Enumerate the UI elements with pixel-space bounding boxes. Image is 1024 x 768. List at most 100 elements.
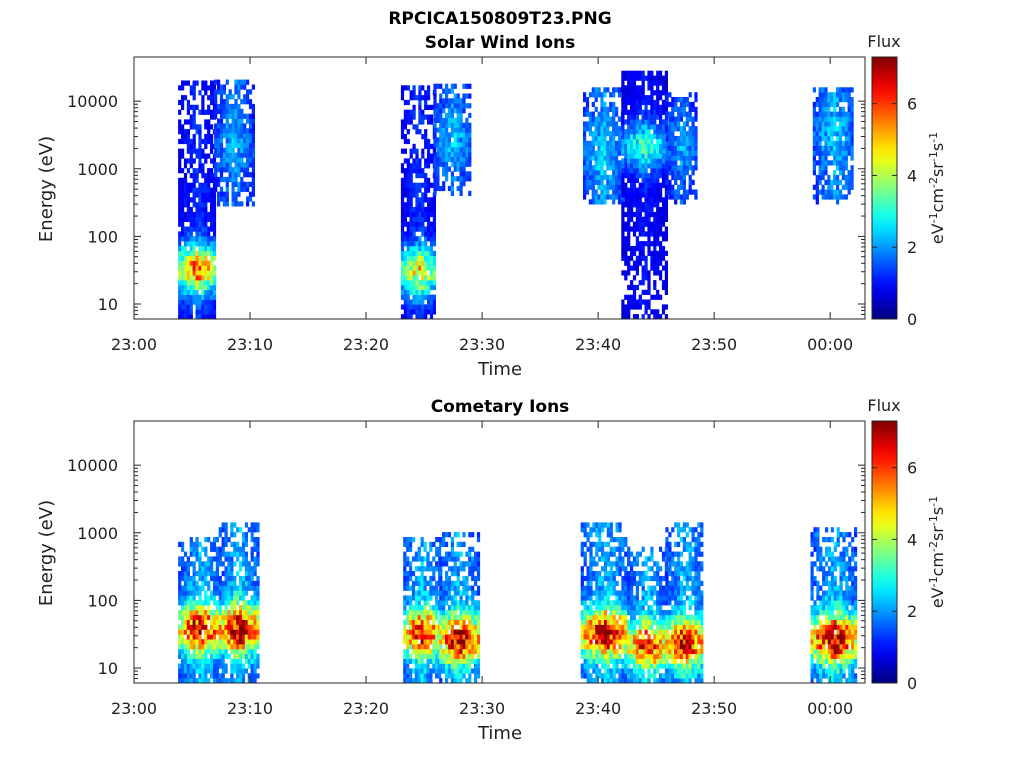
heatmap-cell [181, 197, 185, 203]
heatmap-cell [447, 575, 452, 582]
heatmap-cell [221, 571, 225, 577]
heatmap-cell [403, 221, 407, 227]
heatmap-cell [192, 280, 196, 286]
heatmap-cell [181, 614, 185, 620]
heatmap-cell [644, 653, 648, 659]
heatmap-cell [240, 147, 244, 153]
heatmap-cell [601, 644, 605, 650]
heatmap-cell [465, 653, 469, 659]
heatmap-cell [186, 275, 190, 281]
heatmap-cell [256, 590, 260, 596]
heatmap-cell [606, 121, 610, 127]
heatmap-cell [664, 284, 668, 291]
heatmap-cell [246, 128, 250, 134]
heatmap-cell [632, 663, 637, 669]
heatmap-cell [641, 250, 645, 256]
heatmap-cell [453, 668, 457, 674]
heatmap-cell [621, 663, 625, 669]
heatmap-cell [234, 167, 238, 173]
heatmap-cell [250, 546, 254, 552]
heatmap-cell [456, 600, 460, 606]
heatmap-cell [201, 148, 205, 154]
heatmap-cell [624, 221, 628, 227]
heatmap-cell [183, 284, 188, 291]
heatmap-cell [192, 182, 196, 188]
heatmap-cell [195, 629, 199, 635]
heatmap-cell [195, 124, 199, 130]
heatmap-cell [635, 255, 639, 261]
heatmap-cell [253, 673, 257, 679]
heatmap-cell [201, 168, 205, 174]
heatmap-cell [641, 644, 645, 650]
heatmap-cell [420, 639, 424, 645]
heatmap-cell [256, 619, 260, 625]
heatmap-cell [406, 250, 410, 256]
heatmap-cell [429, 284, 434, 291]
heatmap-cell [250, 527, 254, 533]
heatmap-cell [225, 186, 229, 192]
heatmap-cell [682, 136, 686, 142]
heatmap-cell [406, 192, 410, 198]
heatmap-cell [418, 197, 422, 203]
heatmap-cell [417, 566, 421, 572]
heatmap-cell [612, 194, 616, 200]
heatmap-cell [427, 187, 431, 193]
heatmap-cell [653, 90, 657, 96]
heatmap-cell [621, 95, 625, 101]
heatmap-cell [447, 98, 452, 104]
heatmap-cell [606, 174, 610, 181]
heatmap-cell [427, 299, 431, 305]
heatmap-cell [429, 270, 434, 276]
heatmap-cell [459, 151, 463, 158]
heatmap-cell [439, 600, 443, 606]
heatmap-cell [210, 197, 214, 203]
heatmap-cell [609, 614, 613, 620]
heatmap-cell [181, 605, 185, 611]
heatmap-cell [456, 585, 460, 591]
heatmap-cell [240, 167, 244, 173]
heatmap-cell [215, 561, 219, 567]
heatmap-cell [178, 294, 182, 300]
heatmap-cell [583, 150, 587, 156]
heatmap-cell [650, 624, 654, 630]
heatmap-cell [436, 127, 440, 133]
heatmap-cell [635, 590, 639, 596]
heatmap-cell [650, 173, 654, 179]
heatmap-cell [601, 639, 605, 645]
heatmap-cell [592, 653, 596, 659]
heatmap-cell [251, 142, 255, 149]
heatmap-cell [591, 140, 595, 146]
heatmap-cell [218, 673, 222, 679]
heatmap-cell [186, 226, 190, 232]
heatmap-cell [181, 595, 185, 601]
heatmap-cell [609, 639, 613, 645]
heatmap-cell [204, 109, 208, 115]
heatmap-cell [812, 145, 816, 151]
heatmap-cell [583, 174, 587, 181]
heatmap-cell [632, 614, 637, 620]
heatmap-cell [234, 142, 238, 149]
heatmap-cell [189, 241, 193, 247]
heatmap-cell [192, 624, 196, 630]
heatmap-cell [459, 127, 463, 133]
heatmap-cell [627, 236, 631, 242]
heatmap-cell [589, 571, 593, 577]
heatmap-cell [241, 590, 246, 596]
heatmap-cell [647, 143, 651, 149]
heatmap-cell [632, 658, 637, 664]
heatmap-cell [207, 260, 211, 266]
heatmap-cell [620, 165, 624, 171]
heatmap-cell [442, 580, 446, 586]
heatmap-cell [198, 270, 202, 276]
heatmap-cell [630, 173, 634, 179]
heatmap-cell [594, 92, 598, 98]
heatmap-cell [442, 171, 446, 177]
heatmap-cell [621, 614, 625, 620]
heatmap-cell [403, 678, 407, 684]
heatmap-cell [632, 80, 637, 86]
heatmap-cell [459, 98, 463, 104]
heatmap-cell [181, 294, 185, 300]
heatmap-cell [253, 522, 257, 528]
heatmap-cell [442, 166, 446, 172]
heatmap-cell [644, 600, 648, 606]
